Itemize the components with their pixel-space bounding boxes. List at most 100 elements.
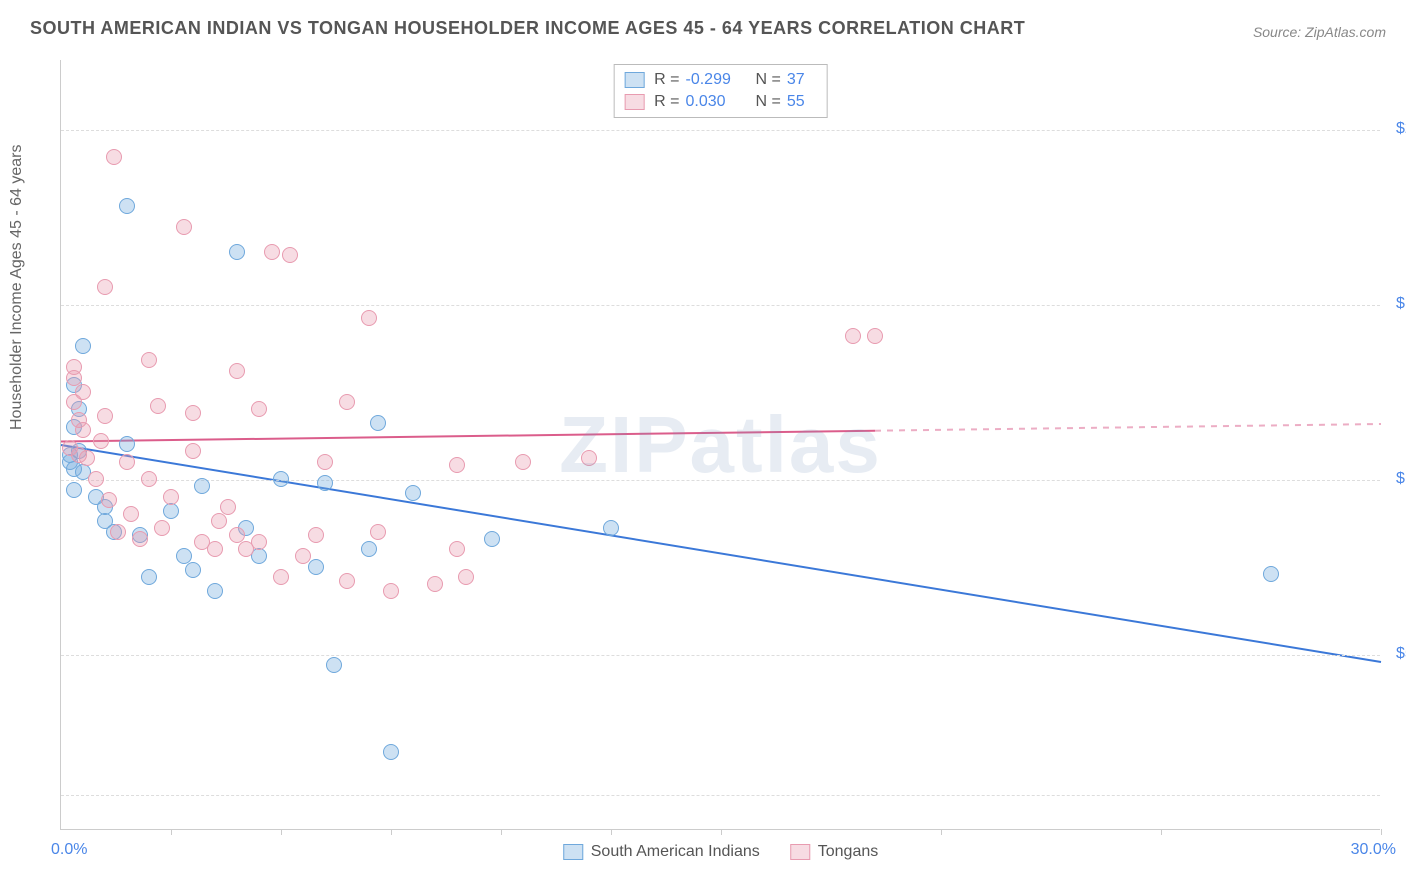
data-point xyxy=(75,338,91,354)
n-value: 55 xyxy=(787,91,817,113)
x-tick xyxy=(721,829,722,835)
data-point xyxy=(308,559,324,575)
data-point xyxy=(427,576,443,592)
y-tick-label: $50,000 xyxy=(1386,645,1406,663)
data-point xyxy=(603,520,619,536)
data-point xyxy=(370,415,386,431)
data-point xyxy=(211,513,227,529)
legend-swatch xyxy=(790,844,810,860)
data-point xyxy=(88,471,104,487)
data-point xyxy=(163,503,179,519)
legend-stat-row: R =-0.299N =37 xyxy=(624,69,817,91)
data-point xyxy=(163,489,179,505)
legend-swatch xyxy=(563,844,583,860)
trend-line xyxy=(61,431,875,442)
data-point xyxy=(339,573,355,589)
trend-line-extension xyxy=(875,424,1381,431)
data-point xyxy=(317,475,333,491)
data-point xyxy=(515,454,531,470)
legend-series-item: Tongans xyxy=(790,843,879,861)
data-point xyxy=(458,569,474,585)
data-point xyxy=(484,531,500,547)
data-point xyxy=(361,541,377,557)
source-attribution: Source: ZipAtlas.com xyxy=(1253,24,1386,40)
data-point xyxy=(220,499,236,515)
data-point xyxy=(449,457,465,473)
data-point xyxy=(79,450,95,466)
x-tick xyxy=(941,829,942,835)
data-point xyxy=(581,450,597,466)
n-value: 37 xyxy=(787,69,817,91)
legend-series-label: South American Indians xyxy=(591,843,760,861)
data-point xyxy=(185,562,201,578)
data-point xyxy=(339,394,355,410)
data-point xyxy=(123,506,139,522)
x-tick xyxy=(281,829,282,835)
data-point xyxy=(273,471,289,487)
x-tick xyxy=(501,829,502,835)
data-point xyxy=(119,454,135,470)
data-point xyxy=(93,433,109,449)
data-point xyxy=(295,548,311,564)
data-point xyxy=(207,583,223,599)
data-point xyxy=(405,485,421,501)
trend-lines-layer xyxy=(61,60,1380,829)
data-point xyxy=(141,569,157,585)
data-point xyxy=(101,492,117,508)
data-point xyxy=(308,527,324,543)
n-label: N = xyxy=(756,91,781,113)
data-point xyxy=(264,244,280,260)
x-tick xyxy=(391,829,392,835)
legend-swatch xyxy=(624,94,644,110)
data-point xyxy=(110,524,126,540)
r-label: R = xyxy=(654,91,679,113)
gridline xyxy=(61,305,1380,306)
data-point xyxy=(251,401,267,417)
gridline xyxy=(61,130,1380,131)
x-tick-label: 30.0% xyxy=(1351,841,1396,859)
data-point xyxy=(867,328,883,344)
data-point xyxy=(361,310,377,326)
y-tick-label: $100,000 xyxy=(1386,470,1406,488)
data-point xyxy=(229,244,245,260)
data-point xyxy=(66,359,82,375)
legend-series-item: South American Indians xyxy=(563,843,760,861)
series-legend: South American Indians Tongans xyxy=(563,843,879,861)
data-point xyxy=(282,247,298,263)
legend-swatch xyxy=(624,72,644,88)
data-point xyxy=(119,436,135,452)
y-tick-label: $150,000 xyxy=(1386,295,1406,313)
correlation-legend: R =-0.299N =37R =0.030N =55 xyxy=(613,64,828,118)
data-point xyxy=(97,279,113,295)
data-point xyxy=(317,454,333,470)
data-point xyxy=(176,219,192,235)
data-point xyxy=(229,363,245,379)
gridline xyxy=(61,795,1380,796)
data-point xyxy=(449,541,465,557)
y-axis-label: Householder Income Ages 45 - 64 years xyxy=(8,145,26,431)
data-point xyxy=(106,149,122,165)
r-value: -0.299 xyxy=(686,69,746,91)
r-label: R = xyxy=(654,69,679,91)
x-tick-label: 0.0% xyxy=(51,841,87,859)
data-point xyxy=(154,520,170,536)
data-point xyxy=(1263,566,1279,582)
gridline xyxy=(61,655,1380,656)
data-point xyxy=(75,384,91,400)
chart-title: SOUTH AMERICAN INDIAN VS TONGAN HOUSEHOL… xyxy=(30,18,1025,39)
x-tick xyxy=(611,829,612,835)
data-point xyxy=(845,328,861,344)
data-point xyxy=(141,471,157,487)
data-point xyxy=(383,744,399,760)
x-tick xyxy=(1161,829,1162,835)
data-point xyxy=(141,352,157,368)
legend-stat-row: R =0.030N =55 xyxy=(624,91,817,113)
gridline xyxy=(61,480,1380,481)
chart-plot-area: ZIPatlas R =-0.299N =37R =0.030N =55 Sou… xyxy=(60,60,1380,830)
data-point xyxy=(326,657,342,673)
data-point xyxy=(251,534,267,550)
data-point xyxy=(194,478,210,494)
y-tick-label: $200,000 xyxy=(1386,120,1406,138)
data-point xyxy=(207,541,223,557)
data-point xyxy=(383,583,399,599)
